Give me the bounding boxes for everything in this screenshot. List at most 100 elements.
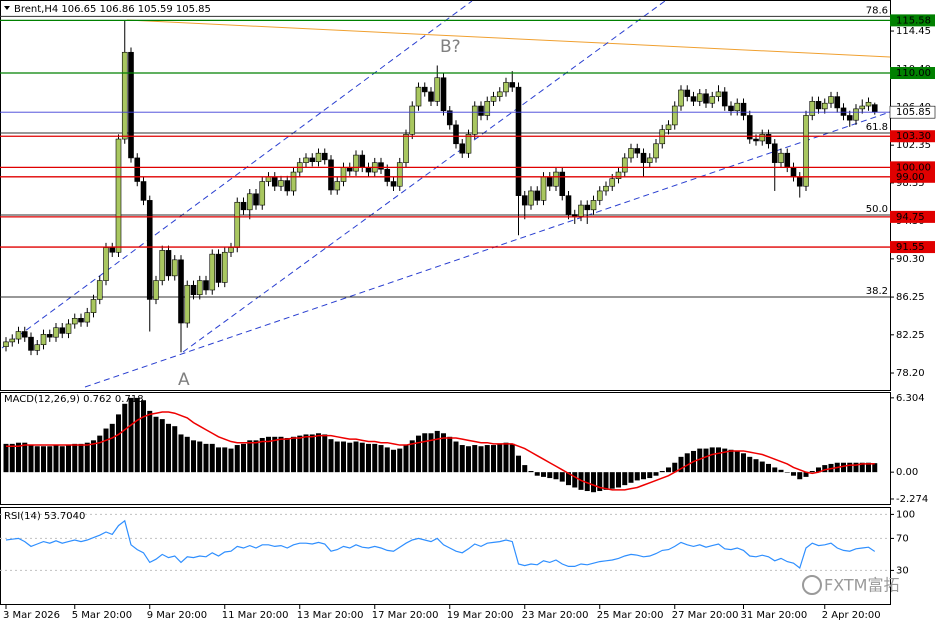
menu-arrow <box>4 6 10 10</box>
drawings <box>1 0 891 388</box>
macd-bar <box>747 456 753 473</box>
candle-body <box>609 178 616 187</box>
macd-bar <box>759 461 765 473</box>
candle-body <box>559 171 566 196</box>
candle-body <box>428 91 434 102</box>
candle-body <box>734 102 741 112</box>
macd-bar <box>109 423 115 473</box>
candle-body <box>390 181 397 187</box>
x-tick-label: 31 Mar 20:00 <box>741 610 808 621</box>
macd-bar <box>97 435 103 473</box>
macd-bar <box>559 472 565 482</box>
candle-body <box>590 200 597 211</box>
y-tick-label: 86.25 <box>896 292 925 303</box>
macd-bar <box>228 448 234 473</box>
macd-bar <box>34 446 40 473</box>
candle-body <box>853 108 859 121</box>
macd-bar <box>409 440 415 473</box>
panel-frames <box>0 0 891 605</box>
candle-body <box>728 105 734 112</box>
macd-bar <box>853 462 859 473</box>
x-tick-label: 9 Mar 20:00 <box>147 610 207 621</box>
annotation: B? <box>440 37 461 57</box>
candle-body <box>509 82 516 88</box>
macd-bar <box>334 441 340 473</box>
macd-bar <box>697 448 703 473</box>
macd-bar <box>141 400 146 473</box>
macd-bar <box>491 445 496 473</box>
candle-body <box>653 143 659 159</box>
macd-title: MACD(12,26,9) 0.762 0.718 <box>4 394 144 405</box>
candle-body <box>234 201 241 248</box>
candle-body <box>240 201 247 211</box>
macd-bar <box>103 428 109 473</box>
macd-bar <box>341 441 346 473</box>
macd-bar <box>3 443 9 473</box>
candle-body <box>315 152 322 162</box>
level-label: 100.00 <box>896 162 931 173</box>
macd-bar <box>84 442 90 473</box>
price-label: 105.85 <box>896 107 931 118</box>
candle-body <box>146 200 153 300</box>
candle-body <box>290 171 297 192</box>
candle-body <box>840 107 847 116</box>
rsi-line <box>5 519 876 569</box>
candle-body <box>503 82 509 93</box>
level-label: 99.00 <box>896 172 925 183</box>
macd-bar <box>22 442 28 473</box>
macd-bar <box>66 445 71 473</box>
macd-bar <box>772 467 778 473</box>
macd-bar <box>378 445 384 473</box>
candle-body <box>834 96 841 109</box>
x-tick-label: 3 Mar 2026 <box>3 610 60 621</box>
macd-bar <box>728 449 734 473</box>
candle-body <box>40 334 47 346</box>
macd-bar <box>528 470 534 473</box>
macd-bar <box>591 472 596 493</box>
candle-body <box>578 204 584 217</box>
candle-body <box>684 89 691 97</box>
macd-bar <box>222 447 228 473</box>
macd-bar <box>134 397 140 473</box>
macd-bar <box>297 435 303 473</box>
macd-bar <box>859 462 865 473</box>
macd-bar <box>191 440 196 473</box>
fib-label: 38.2 <box>866 286 888 297</box>
macd-bar <box>397 448 403 473</box>
candle-body <box>803 115 809 187</box>
macd-bar <box>678 456 684 473</box>
level-label: 115.58 <box>896 15 931 26</box>
candle-body <box>528 190 534 206</box>
macd-bar <box>684 453 690 473</box>
candle-body <box>265 176 272 182</box>
macd-bar <box>203 443 209 473</box>
macd-bar <box>166 423 171 473</box>
x-tick-label: 23 Mar 20:00 <box>522 610 589 621</box>
level-label: 103.30 <box>896 131 931 142</box>
candle-body <box>515 86 522 196</box>
candle-body <box>384 168 391 182</box>
candle-body <box>278 180 284 187</box>
candle-body <box>128 51 134 159</box>
candle-body <box>134 157 141 182</box>
x-tick-label: 11 Mar 20:00 <box>222 610 289 621</box>
macd-bar <box>159 419 165 473</box>
candle-body <box>78 318 84 323</box>
main-panel-frame <box>0 0 891 391</box>
candle-body <box>28 336 34 351</box>
candle-body <box>784 152 791 168</box>
candle-body <box>171 259 178 277</box>
macd-bar <box>847 462 853 473</box>
macd-bar <box>266 436 271 473</box>
macd-bar <box>366 443 371 473</box>
candle-body <box>859 105 866 110</box>
candle-body <box>209 253 216 291</box>
macd-bar <box>466 446 471 473</box>
candle-body <box>690 96 697 102</box>
macd-bar <box>872 463 878 473</box>
macd-bar <box>434 430 440 473</box>
signal-line <box>6 411 875 491</box>
macd-bar <box>41 446 46 473</box>
y-tick-label: 102.35 <box>896 140 931 151</box>
candle-body <box>753 138 759 142</box>
